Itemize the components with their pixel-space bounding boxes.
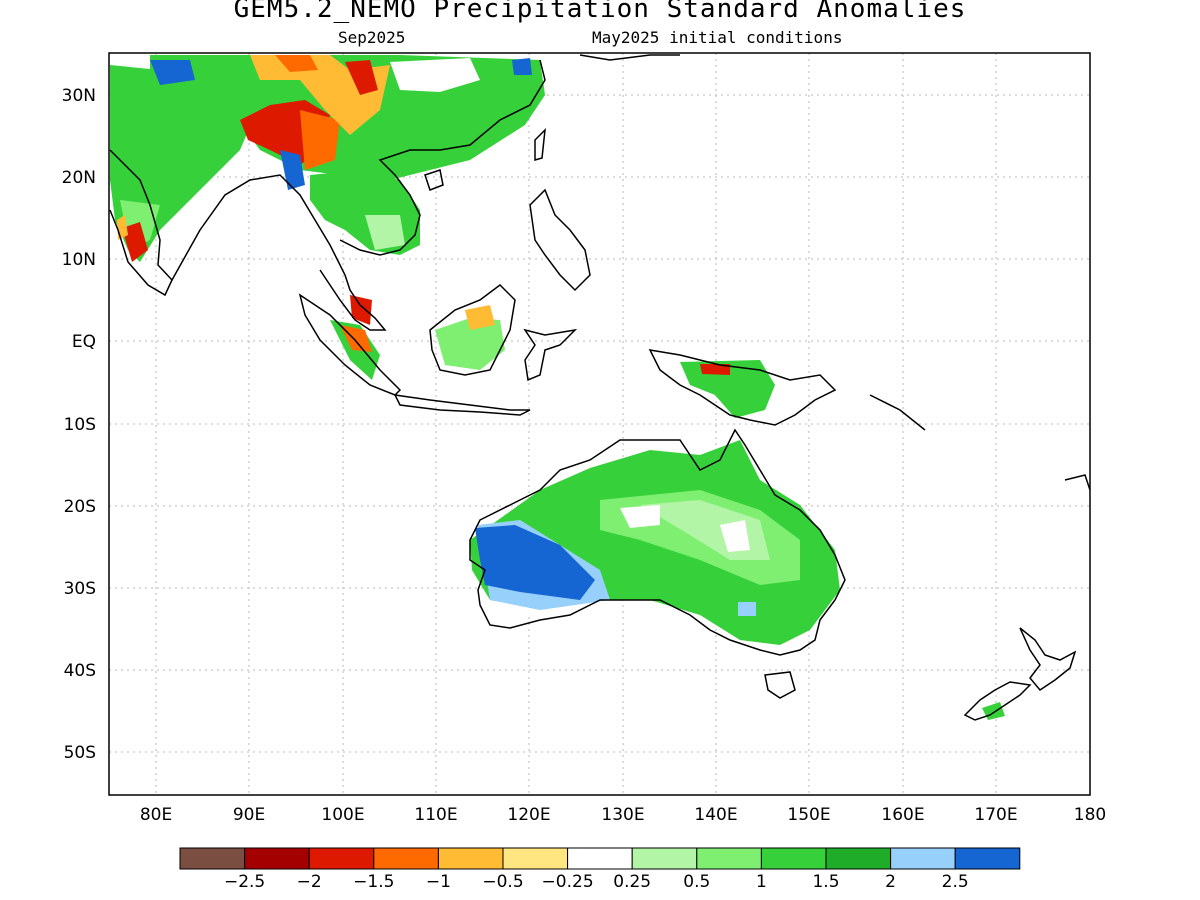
lon-tick-label: 180 [1074,805,1106,825]
colorbar-swatch [437,847,504,870]
anomaly-ne-blue [512,58,532,75]
colorbar-label: 0.25 [613,872,652,892]
lat-tick-label: 10S [64,415,96,435]
colorbar-swatch [179,847,246,870]
coastline-philippines [529,188,591,292]
colorbar-label: 1 [755,872,767,892]
lat-tick-label: 20N [62,168,96,188]
colorbar-label: −1 [425,872,451,892]
colorbar-label: −0.5 [482,872,524,892]
coastlines [109,54,1091,721]
colorbar-swatch [308,847,375,870]
colorbar-label: −2.5 [223,872,266,892]
colorbar-label: 0.5 [683,872,711,892]
coastline-fiji [1064,474,1091,491]
coastline-india [109,149,173,297]
axis-labels: 80E 90E 100E 110E 120E 130E 140E 150E 160E 170E 18… [62,86,1107,825]
colorbar-swatch [631,847,698,870]
anomaly-india-red [122,222,148,262]
lat-tick-label: 30N [62,86,96,106]
lon-tick-label: 130E [601,805,644,825]
coastline-australia [469,428,846,656]
colorbar-swatch [373,847,439,870]
coastline-new-guinea [648,349,837,426]
colorbar-label: −1.5 [353,872,395,892]
coastline-java [393,394,531,416]
anomaly-tibet-blue [150,60,195,85]
anomaly-tibet-orange [300,110,340,170]
anomaly-sumatra-red [340,325,372,352]
anomaly-new-guinea [680,360,775,418]
colorbar-swatch [502,847,569,870]
coastline-nz-north [1019,627,1077,691]
anomaly-australia-lightblue-spot [738,602,756,616]
coastline-tasmania [764,671,796,699]
anomaly-borneo [435,318,505,370]
lat-tick-label: 50S [64,743,96,763]
colorbar-swatch [825,847,892,870]
anomaly-indochina-light [365,215,405,250]
coastline-taiwan [534,127,546,161]
colorbar-swatch [760,847,827,870]
anomaly-shading [110,55,1005,720]
colorbar-swatch [244,847,310,870]
lat-tick-label: 30S [64,579,96,599]
map-title: GEM5.2_NEMO Precipitation Standard Anoma… [233,0,967,24]
colorbar-label: 2.5 [941,872,969,892]
coastline-japan [579,54,680,61]
anomaly-china-red [345,60,378,95]
coastline-indochina [339,59,546,256]
month-label: Sep2025 [338,28,406,47]
lon-tick-label: 80E [140,805,172,825]
coastline-hainan [424,169,444,191]
colorbar-label: 1.5 [812,872,840,892]
coastline-nz-south [963,681,1032,721]
lon-tick-label: 140E [694,805,737,825]
colorbar-swatch [890,847,956,870]
colorbar-label: −2 [296,872,322,892]
initial-conditions-label: May2025 initial conditions [592,28,843,47]
lat-tick-label: 40S [64,661,96,681]
lat-tick-label: 10N [62,250,96,270]
anomaly-burma-blue [280,150,305,190]
coastline-sulawesi [523,328,578,382]
lon-tick-label: 170E [974,805,1017,825]
anomaly-australia-white [620,505,660,528]
lon-tick-label: 110E [414,805,457,825]
coastline-bay-of-bengal [171,174,346,281]
lon-tick-label: 100E [321,805,364,825]
anomaly-yangtze-red [275,55,318,72]
coastline-solomons [869,394,926,431]
lat-tick-label: EQ [72,332,96,352]
lon-tick-label: 120E [507,805,550,825]
colorbar [179,847,1021,870]
coastline-malay-peninsula [319,269,387,331]
anomaly-china-white [390,58,480,92]
anomaly-wa-blue [475,525,595,600]
colorbar-swatch [696,847,762,870]
lon-tick-label: 160E [881,805,924,825]
anomaly-malaysia-red [350,295,372,325]
colorbar-label: −0.25 [541,872,594,892]
anomaly-new-guinea-red [700,364,730,375]
colorbar-label: 2 [885,872,897,892]
map-frame [108,52,1091,796]
lon-tick-label: 90E [233,805,265,825]
anomaly-australia-white-2 [720,520,750,552]
lat-tick-label: 20S [64,497,96,517]
colorbar-swatch [567,847,633,870]
lon-tick-label: 150E [787,805,830,825]
anomaly-borneo-orange [465,305,495,330]
coastline-borneo [429,284,516,376]
colorbar-swatch [954,847,1021,870]
graticule [109,53,1090,795]
